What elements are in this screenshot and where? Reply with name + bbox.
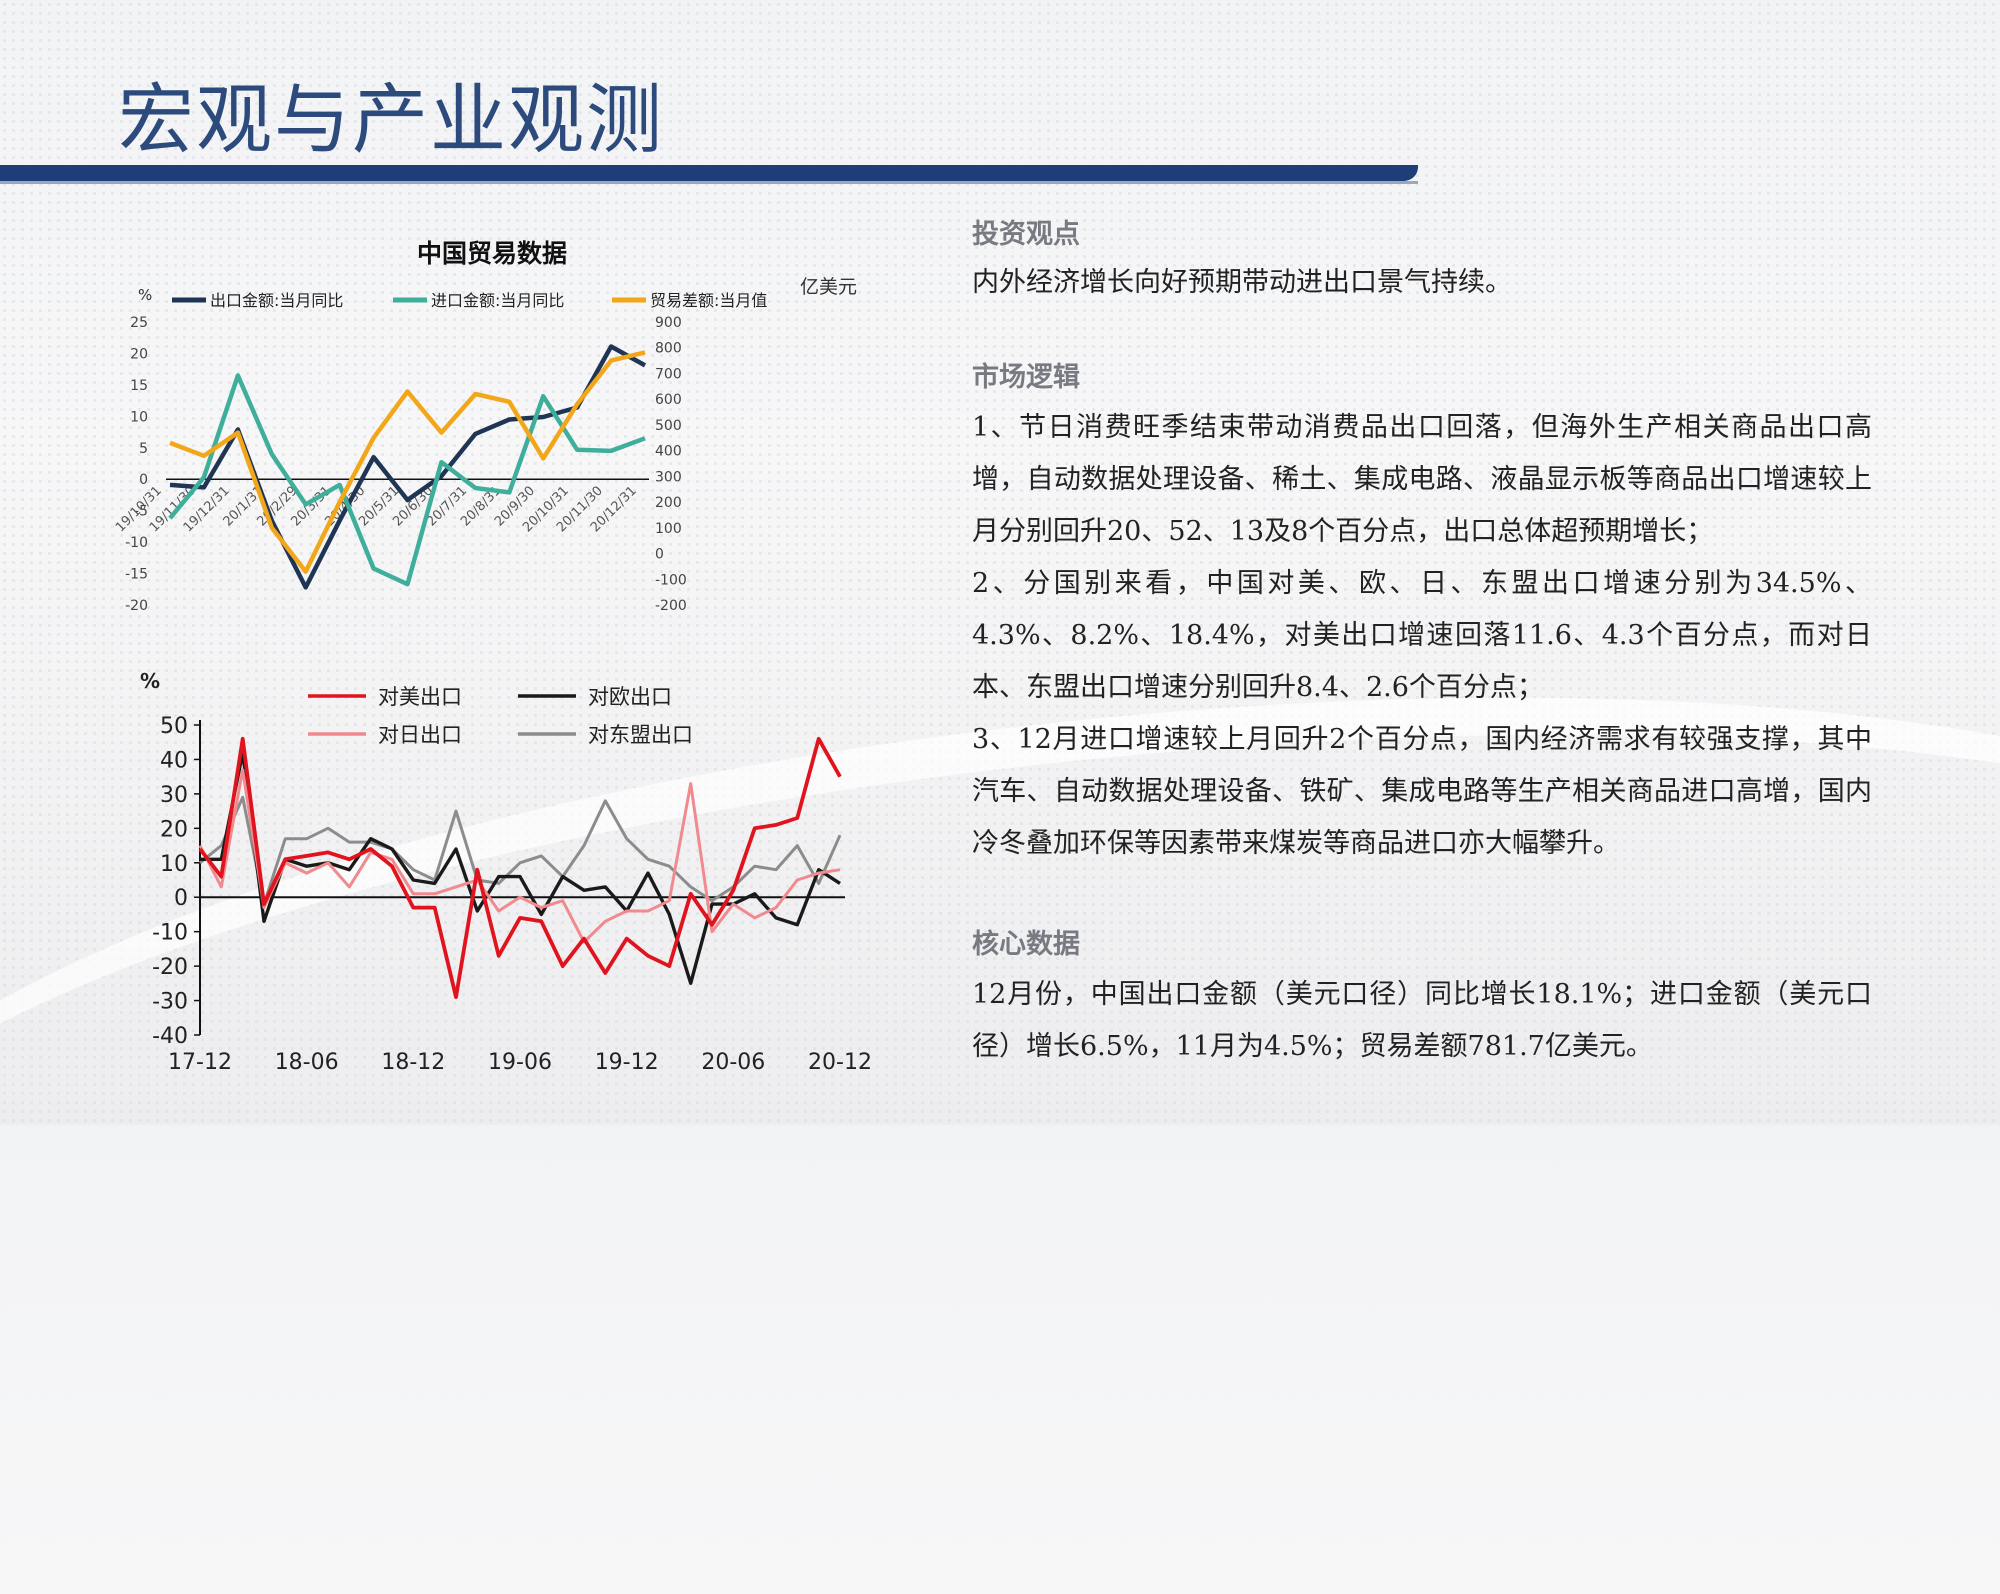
y-tick-label: 25 <box>130 315 148 331</box>
y-tick-label: 10 <box>130 409 148 425</box>
y-axis-label: % <box>140 669 160 693</box>
trade-data-chart: 25 20 15 10 5 0 -5 -10 -15 -20 900 800 700 600 500 400 3… <box>113 239 857 614</box>
series-line <box>198 768 841 944</box>
legend-label: 进口金额:当月同比 <box>431 291 564 310</box>
legend-label: 对东盟出口 <box>588 723 693 747</box>
commentary-panel: 投资观点 内外经济增长向好预期带动进出口景气持续。 市场逻辑 1、节日消费旺季结… <box>972 212 1872 1073</box>
y2-tick-label: 400 <box>655 444 682 460</box>
y2-tick-label: 500 <box>655 418 682 434</box>
y-tick-label: -10 <box>125 535 148 551</box>
series-line <box>168 373 646 587</box>
section-title-core: 核心数据 <box>972 929 1080 960</box>
y-tick-label: 5 <box>139 441 148 457</box>
x-tick-label: 17-12 <box>168 1050 232 1075</box>
y2-tick-label: 100 <box>655 521 682 537</box>
y-tick-label: 15 <box>130 378 148 394</box>
y2-tick-label: 0 <box>655 547 664 563</box>
legend-label: 出口金额:当月同比 <box>210 291 343 310</box>
legend-label: 对日出口 <box>378 723 462 747</box>
series-line <box>169 350 646 574</box>
y2-axis-label: 亿美元 <box>800 276 857 298</box>
y-tick-label: -20 <box>152 955 188 980</box>
y-tick-label: 40 <box>160 748 188 773</box>
y-tick-label: 0 <box>174 886 188 911</box>
page-title: 宏观与产业观测 <box>118 75 664 164</box>
background-dot-map <box>0 0 2000 1125</box>
section-title-logic: 市场逻辑 <box>972 362 1080 393</box>
y2-tick-label: -200 <box>655 598 687 614</box>
x-tick-label: 18-12 <box>381 1050 445 1075</box>
y-tick-label: 0 <box>139 472 148 488</box>
y-tick-label: 30 <box>160 783 188 808</box>
y2-tick-label: 300 <box>655 469 682 485</box>
x-tick-label: 20-12 <box>808 1050 872 1075</box>
y-tick-label: -10 <box>152 921 188 946</box>
y-tick-label: 10 <box>160 852 188 877</box>
y-tick-label: -40 <box>152 1024 188 1049</box>
y-tick-label: -5 <box>134 504 148 520</box>
title-underline-thin <box>0 181 1418 184</box>
chart-title: 中国贸易数据 <box>417 239 567 268</box>
series-line <box>199 795 842 906</box>
logic-paragraph-3: 3、12月进口增速较上月回升2个百分点，国内经济需求有较强支撑，其中汽车、自动数… <box>972 724 1872 859</box>
y-axis-label: % <box>138 286 152 304</box>
section-title-view: 投资观点 <box>972 219 1080 250</box>
y-tick-label: 20 <box>160 817 188 842</box>
y2-tick-label: 200 <box>655 495 682 511</box>
legend-label: 对美出口 <box>378 685 462 709</box>
y2-tick-label: -100 <box>655 572 687 588</box>
logic-paragraph-1: 1、节日消费旺季结束带动消费品出口回落，但海外生产相关商品出口高增，自动数据处理… <box>972 412 1872 547</box>
x-tick-label: 19-06 <box>488 1050 552 1075</box>
view-text: 内外经济增长向好预期带动进出口景气持续。 <box>972 267 1512 298</box>
y2-tick-label: 900 <box>655 315 682 331</box>
y-tick-label: -30 <box>152 990 188 1015</box>
y2-tick-label: 600 <box>655 392 682 408</box>
x-tick-label: 18-06 <box>275 1050 339 1075</box>
title-underline-bar <box>0 165 1418 181</box>
y2-tick-label: 700 <box>655 366 682 382</box>
y-tick-label: -20 <box>125 598 148 614</box>
y-tick-label: 50 <box>160 714 188 739</box>
y-tick-label: -15 <box>125 567 148 583</box>
logic-paragraph-2: 2、分国别来看，中国对美、欧、日、东盟出口增速分别为34.5%、4.3%、8.2… <box>972 568 1872 703</box>
y2-tick-label: 800 <box>655 341 682 357</box>
series-line <box>198 736 842 1000</box>
legend-label: 对欧出口 <box>588 685 672 709</box>
x-tick-label: 20-06 <box>701 1050 765 1075</box>
x-tick-label: 19-12 <box>595 1050 659 1075</box>
core-text: 12月份，中国出口金额（美元口径）同比增长18.1%；进口金额（美元口径）增长6… <box>972 979 1872 1062</box>
y-tick-label: 20 <box>130 346 148 362</box>
legend-label: 贸易差额:当月值 <box>650 291 767 310</box>
